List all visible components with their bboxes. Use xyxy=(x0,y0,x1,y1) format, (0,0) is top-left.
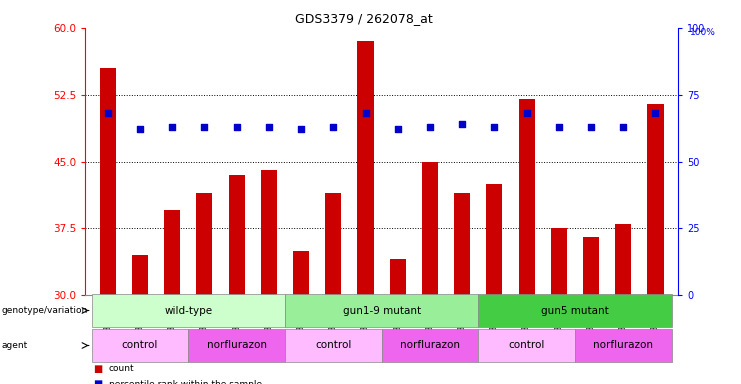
Bar xyxy=(92,294,285,327)
Point xyxy=(392,126,404,132)
Bar xyxy=(100,68,116,295)
Text: percentile rank within the sample: percentile rank within the sample xyxy=(109,380,262,384)
Point xyxy=(553,124,565,130)
Text: control: control xyxy=(315,341,351,351)
Text: gun5 mutant: gun5 mutant xyxy=(541,306,609,316)
Point xyxy=(230,124,242,130)
Bar xyxy=(285,294,478,327)
Text: ■: ■ xyxy=(93,379,102,384)
Point xyxy=(295,126,307,132)
Text: control: control xyxy=(508,341,545,351)
Bar xyxy=(132,255,148,295)
Bar xyxy=(422,162,438,295)
Point xyxy=(650,110,662,116)
Bar xyxy=(583,237,599,295)
Text: 100%: 100% xyxy=(690,28,716,37)
Text: count: count xyxy=(109,364,135,373)
Point xyxy=(166,124,178,130)
Point xyxy=(263,124,275,130)
Text: wild-type: wild-type xyxy=(165,306,213,316)
Text: norflurazon: norflurazon xyxy=(400,341,460,351)
Point xyxy=(102,110,113,116)
Bar xyxy=(390,260,406,295)
Bar xyxy=(261,170,277,295)
Text: genotype/variation: genotype/variation xyxy=(1,306,87,315)
Point xyxy=(199,124,210,130)
Bar xyxy=(188,329,285,362)
Bar xyxy=(486,184,502,295)
Text: norflurazon: norflurazon xyxy=(207,341,267,351)
Text: ■: ■ xyxy=(93,364,102,374)
Bar xyxy=(325,193,342,295)
Bar xyxy=(478,294,671,327)
Bar xyxy=(293,250,309,295)
Point xyxy=(359,110,371,116)
Bar xyxy=(615,224,631,295)
Bar xyxy=(196,193,213,295)
Text: norflurazon: norflurazon xyxy=(594,341,654,351)
Point xyxy=(488,124,500,130)
Text: control: control xyxy=(122,341,158,351)
Bar xyxy=(519,99,535,295)
Bar xyxy=(454,193,471,295)
Point xyxy=(456,121,468,127)
Title: GDS3379 / 262078_at: GDS3379 / 262078_at xyxy=(295,12,433,25)
Point xyxy=(521,110,533,116)
Point xyxy=(424,124,436,130)
Bar xyxy=(478,329,575,362)
Text: agent: agent xyxy=(1,341,27,350)
Bar xyxy=(648,104,663,295)
Text: gun1-9 mutant: gun1-9 mutant xyxy=(342,306,421,316)
Point xyxy=(617,124,629,130)
Bar xyxy=(382,329,478,362)
Point xyxy=(328,124,339,130)
Bar xyxy=(285,329,382,362)
Point xyxy=(134,126,146,132)
Bar xyxy=(92,329,188,362)
Bar xyxy=(165,210,180,295)
Bar xyxy=(228,175,245,295)
Bar xyxy=(357,41,373,295)
Point xyxy=(585,124,597,130)
Bar xyxy=(551,228,567,295)
Bar xyxy=(575,329,671,362)
